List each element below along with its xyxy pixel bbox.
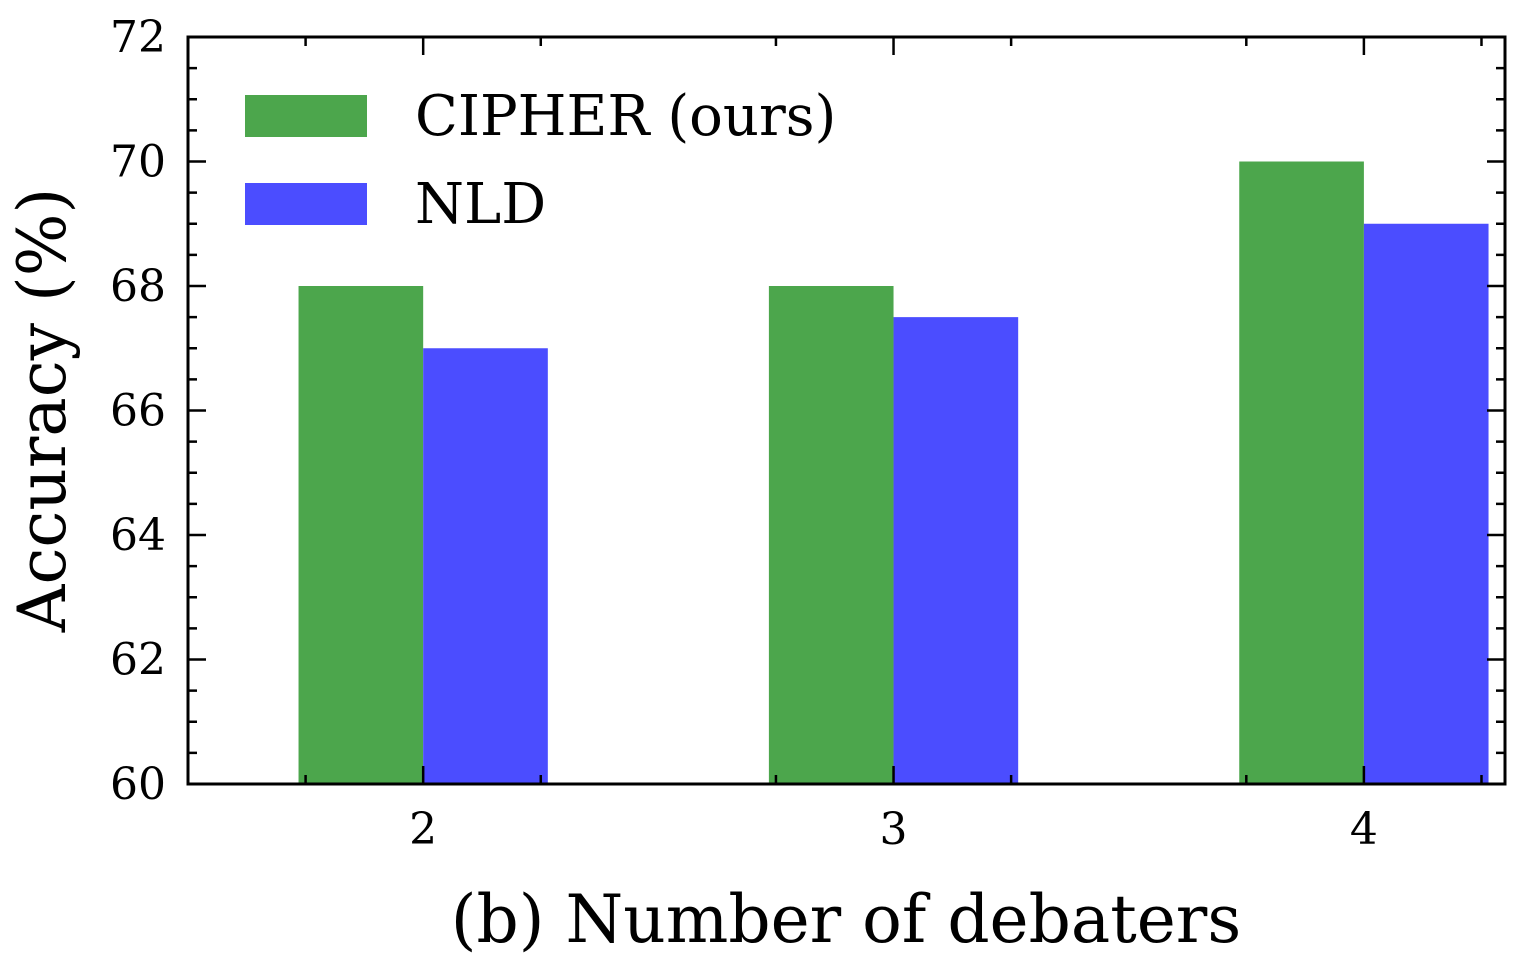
plot-frame (186, 35, 1507, 786)
bar-cipher-ours-2 (298, 286, 424, 784)
legend-swatch-nld (245, 183, 367, 225)
y-tick-label: 60 (110, 759, 166, 810)
legend: CIPHER (ours) NLD (245, 84, 836, 237)
y-tick-label: 66 (110, 386, 166, 437)
bar-cipher-ours-3 (768, 286, 894, 784)
y-tick-label: 64 (110, 510, 166, 561)
x-axis-title: (b) Number of debaters (451, 881, 1241, 957)
bar-cipher-ours-4 (1239, 161, 1364, 784)
y-tick-label: 62 (110, 635, 166, 686)
y-axis-title: Accuracy (%) (4, 188, 81, 633)
y-tick-label: 70 (110, 137, 166, 188)
x-tick-label: 3 (880, 804, 908, 855)
bar-nld-3 (893, 317, 1019, 784)
legend-label-cipher: CIPHER (ours) (415, 84, 836, 149)
tick-labels-group: 60 62 64 66 68 70 72 2 3 4 (110, 12, 1378, 855)
bar-nld-4 (1363, 223, 1489, 784)
y-tick-label: 68 (110, 261, 166, 312)
legend-label-nld: NLD (415, 172, 546, 237)
x-tick-label: 2 (409, 804, 437, 855)
y-tick-label: 72 (110, 12, 166, 63)
bar-nld-2 (423, 348, 548, 784)
bars-group (298, 161, 1489, 784)
x-tick-label: 4 (1350, 804, 1378, 855)
legend-swatch-cipher (245, 95, 367, 137)
